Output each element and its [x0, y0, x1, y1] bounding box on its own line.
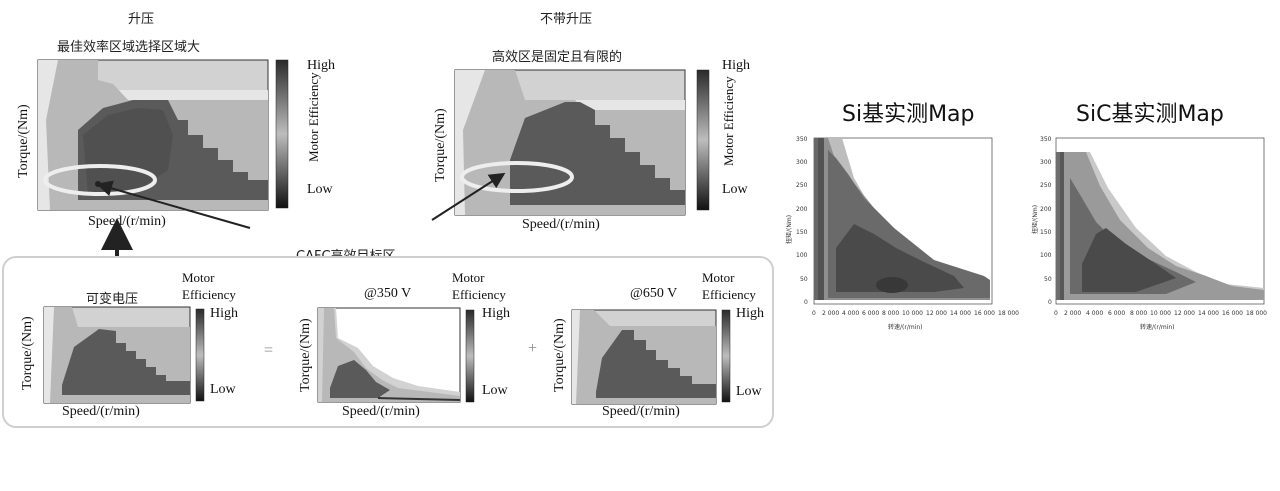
- variable-voltage-legend-low: Low: [210, 382, 236, 397]
- si-ytick-300: 300: [796, 159, 808, 166]
- variable-voltage-caption: 可变电压: [86, 292, 139, 307]
- sic-xtick-4000: 4 000: [1086, 310, 1104, 317]
- arrow-to-no-boost-map: [431, 172, 506, 221]
- si-ylabel: 扭矩/(Nm): [786, 214, 793, 244]
- si-xtick-6000: 6 000: [862, 310, 880, 317]
- boost-subtitle: 最佳效率区域选择区域大: [57, 40, 201, 55]
- si-map-title: Si基实测Map: [842, 102, 975, 127]
- sic-ytick-350: 350: [1040, 136, 1052, 143]
- sic-ytick-250: 250: [1040, 182, 1052, 189]
- v650-caption: @650 V: [630, 286, 678, 301]
- v650-colorbar: [721, 309, 731, 403]
- v350-legend-high: High: [482, 306, 510, 321]
- variable-voltage-map: [43, 306, 191, 404]
- no-boost-legend-low: Low: [722, 182, 748, 197]
- sic-ytick-300: 300: [1040, 159, 1052, 166]
- plus-sign: +: [528, 340, 538, 357]
- sic-ylabel: 扭矩/(Nm): [1032, 204, 1039, 234]
- sic-xtick-6000: 6 000: [1108, 310, 1126, 317]
- no-boost-subtitle: 高效区是固定且有限的: [492, 50, 623, 65]
- si-ytick-250: 250: [796, 182, 808, 189]
- v650-legend-title-1: Motor: [702, 270, 735, 285]
- v350-legend-low: Low: [482, 383, 508, 398]
- sic-xlabel: 转速/(r/min): [1140, 324, 1175, 331]
- variable-voltage-legend-title-1: Motor: [182, 270, 215, 285]
- si-xtick-4000: 4 000: [842, 310, 860, 317]
- si-ytick-100: 100: [796, 252, 808, 259]
- sic-ytick-0: 0: [1048, 299, 1052, 306]
- sic-xtick-8000: 8 000: [1130, 310, 1148, 317]
- variable-voltage-ylabel: Torque/(Nm): [20, 316, 35, 390]
- v350-caption: @350 V: [364, 286, 412, 301]
- boost-legend-high: High: [307, 58, 335, 73]
- v650-legend-low: Low: [736, 384, 762, 399]
- variable-voltage-colorbar: [195, 308, 205, 402]
- si-xtick-0: 0: [812, 310, 816, 317]
- si-ytick-50: 50: [800, 276, 808, 283]
- sic-ytick-50: 50: [1044, 276, 1052, 283]
- v650-legend-title-2: Efficiency: [702, 287, 756, 302]
- sic-xtick-16000: 16 000: [1222, 310, 1243, 317]
- v350-xlabel: Speed/(r/min): [342, 404, 420, 419]
- sic-map-title: SiC基实测Map: [1076, 102, 1224, 127]
- sic-xtick-18000: 18 000: [1246, 310, 1267, 317]
- sic-xtick-12000: 12 000: [1174, 310, 1195, 317]
- boost-efficiency-map: [37, 59, 269, 211]
- si-ytick-150: 150: [796, 229, 808, 236]
- v650-map: [571, 309, 717, 405]
- si-xtick-10000: 10 000: [902, 310, 923, 317]
- boost-colorbar: [275, 59, 289, 209]
- variable-voltage-xlabel: Speed/(r/min): [62, 404, 140, 419]
- boost-title: 升压: [128, 12, 155, 27]
- si-ytick-350: 350: [796, 136, 808, 143]
- no-boost-highlight-ellipse: [460, 161, 574, 193]
- no-boost-efficiency-map: [454, 69, 686, 216]
- sic-xtick-2000: 2 000: [1064, 310, 1082, 317]
- sic-xtick-14000: 14 000: [1198, 310, 1219, 317]
- si-ytick-200: 200: [796, 206, 808, 213]
- si-measured-map: [813, 137, 993, 305]
- si-xtick-16000: 16 000: [974, 310, 995, 317]
- v650-ylabel: Torque/(Nm): [552, 318, 567, 392]
- si-xtick-12000: 12 000: [926, 310, 947, 317]
- si-xtick-8000: 8 000: [882, 310, 900, 317]
- v350-ylabel: Torque/(Nm): [298, 318, 313, 392]
- v350-legend-title-1: Motor: [452, 270, 485, 285]
- v350-legend-title-2: Efficiency: [452, 287, 506, 302]
- si-xtick-14000: 14 000: [950, 310, 971, 317]
- si-ytick-0: 0: [804, 299, 808, 306]
- boost-legend-low: Low: [307, 182, 333, 197]
- equals-sign: =: [264, 342, 274, 359]
- sic-xtick-0: 0: [1054, 310, 1058, 317]
- si-xlabel: 转速/(r/min): [888, 324, 923, 331]
- sic-xtick-10000: 10 000: [1150, 310, 1171, 317]
- no-boost-title: 不带升压: [540, 12, 593, 27]
- no-boost-xlabel: Speed/(r/min): [522, 217, 600, 232]
- arrow-to-boost-map: [96, 180, 251, 229]
- sic-ytick-150: 150: [1040, 229, 1052, 236]
- v350-map: [317, 307, 461, 403]
- sic-ytick-100: 100: [1040, 252, 1052, 259]
- si-xtick-18000: 18 000: [998, 310, 1019, 317]
- sic-ytick-200: 200: [1040, 206, 1052, 213]
- v650-legend-high: High: [736, 306, 764, 321]
- v350-colorbar: [465, 309, 475, 403]
- v650-xlabel: Speed/(r/min): [602, 404, 680, 419]
- sic-measured-map: [1055, 137, 1265, 305]
- si-xtick-2000: 2 000: [822, 310, 840, 317]
- no-boost-colorbar: [696, 69, 710, 211]
- no-boost-legend-high: High: [722, 58, 750, 73]
- variable-voltage-legend-title-2: Efficiency: [182, 287, 236, 302]
- variable-voltage-legend-high: High: [210, 306, 238, 321]
